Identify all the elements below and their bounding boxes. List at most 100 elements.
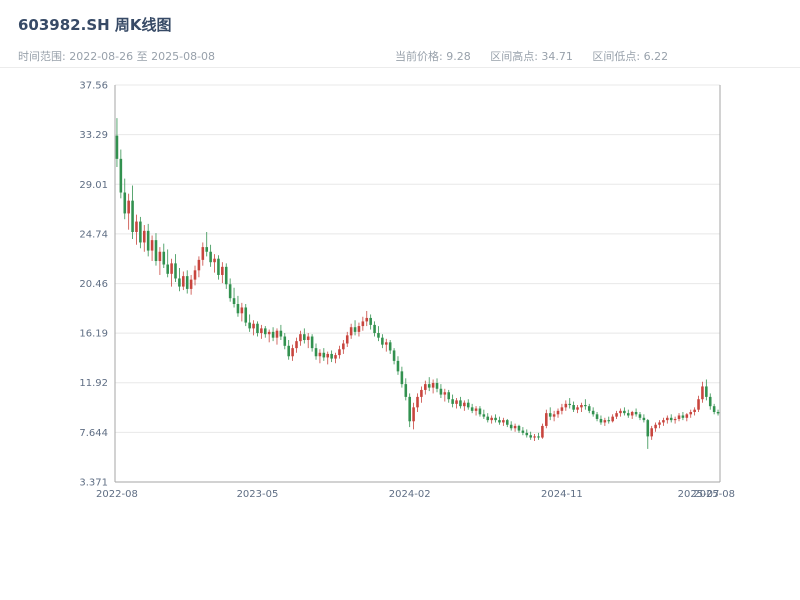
chart-header: 603982.SH 周K线图 时间范围: 2022-08-26 至 2025-0… — [0, 0, 800, 68]
candle-body — [431, 382, 435, 388]
candle-body — [131, 200, 134, 233]
candle-body — [455, 400, 458, 404]
candle-body — [291, 348, 294, 357]
candle-body — [209, 251, 212, 263]
candle-body — [646, 420, 650, 437]
candle-body — [662, 420, 665, 423]
candle-body — [349, 327, 353, 336]
candle-body — [568, 403, 572, 406]
candle-body — [283, 336, 287, 346]
candle-body — [705, 386, 708, 397]
candle-body — [603, 420, 607, 423]
candle-body — [556, 410, 560, 415]
candle-body — [345, 335, 349, 344]
candle-body — [666, 417, 669, 421]
candle-body — [619, 410, 622, 414]
candle-body — [232, 298, 236, 305]
candle-body — [338, 349, 341, 356]
candle-body — [322, 352, 326, 358]
candle-body — [498, 420, 501, 423]
candle-body — [529, 435, 532, 438]
candle-body — [712, 406, 716, 412]
stat-range-high-label: 区间高点: — [490, 50, 542, 63]
candle-body — [275, 330, 279, 338]
candle-body — [353, 327, 357, 332]
candle-body — [263, 328, 267, 335]
candle-body — [708, 396, 712, 407]
candle-body — [342, 343, 345, 350]
candle-body — [287, 345, 290, 357]
candle-body — [466, 402, 470, 408]
candle-body — [310, 336, 314, 349]
candle-body — [299, 334, 302, 342]
candle-body — [361, 321, 365, 327]
candle-body — [701, 386, 704, 400]
candle-body — [607, 420, 611, 422]
candle-body — [408, 396, 411, 422]
candle-body — [642, 417, 646, 421]
candle-body — [330, 353, 333, 359]
stat-current-price-label: 当前价格: — [395, 50, 447, 63]
candle-body — [146, 230, 150, 251]
candle-body — [521, 430, 525, 433]
candle-body — [205, 247, 209, 252]
price-stats: 当前价格: 9.28 区间高点: 34.71 区间低点: 6.22 — [395, 48, 684, 64]
candle-body — [693, 409, 696, 412]
y-axis-tick-label: 29.01 — [79, 180, 108, 191]
candle-body — [630, 411, 634, 416]
y-axis-tick-label: 3.371 — [79, 478, 108, 489]
candle-body — [513, 425, 517, 429]
candle-body — [365, 317, 369, 322]
candle-body — [517, 425, 521, 431]
candle-body — [505, 420, 509, 425]
candle-body — [388, 342, 392, 351]
candle-body — [404, 384, 408, 397]
candle-body — [244, 307, 248, 323]
x-axis-tick-label: 2025-08 — [693, 489, 735, 500]
candle-body — [392, 350, 396, 361]
candle-body — [135, 221, 138, 233]
candle-body — [424, 384, 427, 390]
candle-body — [248, 322, 251, 329]
candle-body — [548, 413, 552, 417]
candle-body — [201, 247, 205, 260]
candle-body — [416, 396, 419, 408]
candle-body — [611, 416, 614, 422]
candle-body — [595, 414, 599, 419]
candle-body — [369, 317, 372, 325]
candle-body — [525, 432, 529, 436]
candle-body — [182, 276, 185, 287]
candle-body — [658, 422, 661, 425]
candle-body — [552, 414, 556, 417]
x-axis-tick-label: 2024-11 — [541, 489, 583, 500]
candle-body — [564, 403, 568, 408]
candle-body — [260, 328, 263, 334]
y-axis-tick-label: 37.56 — [79, 81, 108, 92]
candle-body — [279, 330, 283, 337]
candle-body — [502, 420, 505, 423]
y-axis-tick-label: 16.19 — [79, 329, 108, 340]
candle-body — [634, 411, 638, 415]
candle-body — [623, 410, 626, 414]
candle-body — [158, 251, 162, 262]
stat-current-price: 当前价格: 9.28 — [395, 50, 471, 63]
candle-body — [127, 200, 130, 214]
time-range-caption: 时间范围: — [18, 50, 70, 63]
candle-body — [681, 415, 685, 418]
x-axis-tick-label: 2023-05 — [237, 489, 279, 500]
candle-body — [584, 405, 587, 407]
candle-body — [377, 333, 380, 338]
candle-body — [599, 418, 603, 423]
candle-body — [463, 402, 466, 407]
candle-body — [638, 414, 642, 418]
candle-body — [615, 413, 618, 417]
candle-body — [689, 411, 693, 415]
candle-body — [427, 384, 431, 388]
candle-body — [154, 240, 158, 262]
candle-body — [541, 425, 544, 438]
candle-body — [150, 240, 154, 251]
stat-range-high: 区间高点: 34.71 — [490, 50, 573, 63]
candle-body — [486, 416, 490, 421]
stat-range-low: 区间低点: 6.22 — [592, 50, 668, 63]
candle-body — [474, 408, 478, 411]
